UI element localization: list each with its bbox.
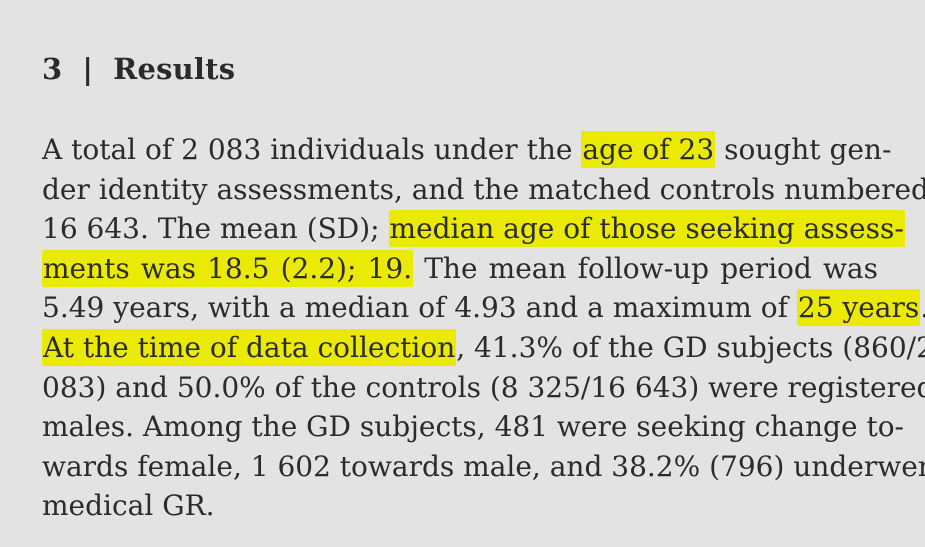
paragraph-line: 083) and 50.0% of the controls (8 325/16…	[42, 368, 925, 408]
text-segment: 16 643. The mean (SD);	[42, 212, 389, 246]
text-segment: .	[920, 291, 925, 324]
text-segment: 083) and 50.0% of the controls (8 325/16…	[42, 370, 925, 404]
highlighted-text: age of 23	[581, 131, 716, 168]
section-title: Results	[113, 52, 236, 86]
text-segment: sought gen-	[715, 133, 892, 166]
highlighted-text: At the time of data collection	[42, 329, 457, 366]
paragraph-line: wards female, 1 602 towards male, and 38…	[42, 447, 925, 487]
text-segment: males. Among the GD subjects, 481 were s…	[42, 410, 905, 444]
paragraph-line: males. Among the GD subjects, 481 were s…	[42, 407, 904, 447]
section-separator: |	[82, 52, 94, 86]
highlighted-text: median age of those seeking assess-	[388, 210, 905, 248]
section-number: 3	[42, 52, 63, 86]
text-segment: wards female, 1 602 towards male, and 38…	[42, 449, 925, 483]
text-segment: medical GR.	[42, 489, 215, 523]
paragraph-line: der identity assessments, and the matche…	[42, 170, 925, 210]
highlighted-text: 25 years	[796, 289, 921, 327]
paragraph-line: A total of 2 083 individuals under the a…	[42, 130, 891, 170]
text-segment: A total of 2 083 individuals under the	[42, 133, 582, 166]
highlighted-text: ments was 18.5 (2.2); 19.	[42, 249, 414, 287]
paragraph-line: ments was 18.5 (2.2); 19. The mean follo…	[42, 249, 878, 289]
text-segment: , 41.3% of the GD subjects (860/2	[456, 331, 925, 364]
paragraph-line: medical GR.	[42, 486, 878, 526]
text-segment: der identity assessments, and the matche…	[42, 172, 925, 206]
section-heading: 3 | Results	[42, 52, 235, 86]
paragraph-line: 16 643. The mean (SD); median age of tho…	[42, 209, 905, 249]
paragraph-line: 5.49 years, with a median of 4.93 and a …	[42, 288, 925, 328]
paragraph-line: At the time of data collection, 41.3% of…	[42, 328, 925, 368]
text-segment: The mean follow-up period was	[413, 251, 878, 285]
text-segment: 5.49 years, with a median of 4.93 and a …	[42, 291, 797, 325]
